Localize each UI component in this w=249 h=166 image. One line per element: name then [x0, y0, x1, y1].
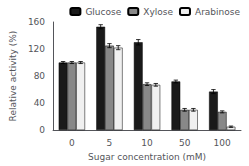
svg-text:120: 120 [28, 44, 45, 54]
svg-text:5: 5 [107, 138, 113, 148]
svg-text:10: 10 [141, 138, 153, 148]
svg-text:80: 80 [34, 71, 46, 81]
svg-text:160: 160 [28, 17, 45, 27]
svg-text:Sugar concentration (mM): Sugar concentration (mM) [88, 152, 206, 162]
svg-text:Glucose: Glucose [85, 7, 121, 17]
svg-text:100: 100 [214, 138, 231, 148]
svg-text:50: 50 [179, 138, 191, 148]
svg-text:40: 40 [34, 98, 46, 108]
svg-text:Arabinose: Arabinose [195, 7, 240, 17]
svg-text:Relative activity (%): Relative activity (%) [8, 31, 18, 122]
svg-text:0: 0 [69, 138, 75, 148]
svg-text:0: 0 [39, 125, 45, 135]
svg-text:Xylose: Xylose [143, 7, 173, 17]
